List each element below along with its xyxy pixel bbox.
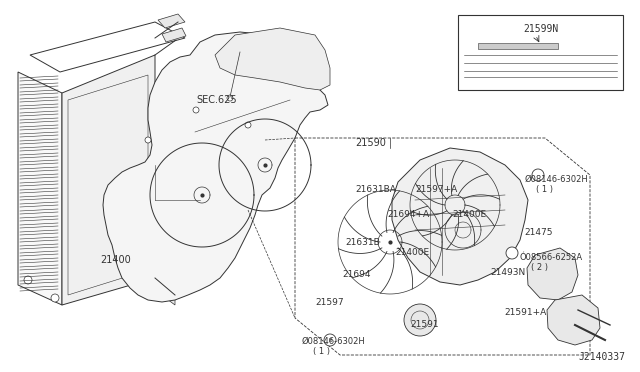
Text: 21694+A: 21694+A (387, 210, 429, 219)
Circle shape (193, 107, 199, 113)
Text: 21597: 21597 (315, 298, 344, 307)
Circle shape (145, 137, 151, 143)
Polygon shape (155, 275, 175, 305)
Text: SEC.625: SEC.625 (196, 95, 237, 105)
Circle shape (51, 294, 59, 302)
Polygon shape (392, 148, 528, 285)
Polygon shape (62, 55, 155, 305)
Text: 21694: 21694 (342, 270, 371, 279)
Text: 21591: 21591 (410, 320, 438, 329)
Circle shape (506, 247, 518, 259)
Circle shape (324, 334, 336, 346)
Text: ( 1 ): ( 1 ) (313, 347, 330, 356)
Text: ( 1 ): ( 1 ) (536, 185, 553, 194)
Polygon shape (527, 248, 578, 300)
Polygon shape (215, 28, 330, 90)
Text: 21400E: 21400E (395, 248, 429, 257)
Text: Ó08566-6252A: Ó08566-6252A (520, 253, 583, 262)
Text: ( 2 ): ( 2 ) (531, 263, 548, 272)
Text: 21591+A: 21591+A (504, 308, 547, 317)
Polygon shape (547, 295, 600, 345)
Bar (478, 43, 558, 49)
Text: 21400E: 21400E (452, 210, 486, 219)
Text: Ø08146-6302H: Ø08146-6302H (525, 175, 589, 184)
Text: B: B (328, 337, 332, 343)
Text: 21475: 21475 (524, 228, 552, 237)
Text: 21631B: 21631B (345, 238, 380, 247)
Text: 21590: 21590 (355, 138, 386, 148)
Text: 21631BA: 21631BA (355, 185, 396, 194)
Circle shape (245, 122, 251, 128)
Circle shape (404, 304, 436, 336)
Polygon shape (158, 14, 185, 28)
Polygon shape (103, 32, 328, 302)
Circle shape (24, 276, 32, 284)
Text: Ø08146-6302H: Ø08146-6302H (302, 337, 365, 346)
Circle shape (227, 95, 233, 101)
Bar (458, 15, 623, 90)
Polygon shape (18, 72, 62, 305)
Text: 21493N: 21493N (490, 268, 525, 277)
Text: J2140337: J2140337 (578, 352, 625, 362)
Text: 21400: 21400 (100, 255, 131, 265)
Text: 21597+A: 21597+A (415, 185, 457, 194)
Circle shape (532, 169, 544, 181)
Text: 21599N: 21599N (523, 24, 558, 34)
Polygon shape (162, 28, 186, 42)
